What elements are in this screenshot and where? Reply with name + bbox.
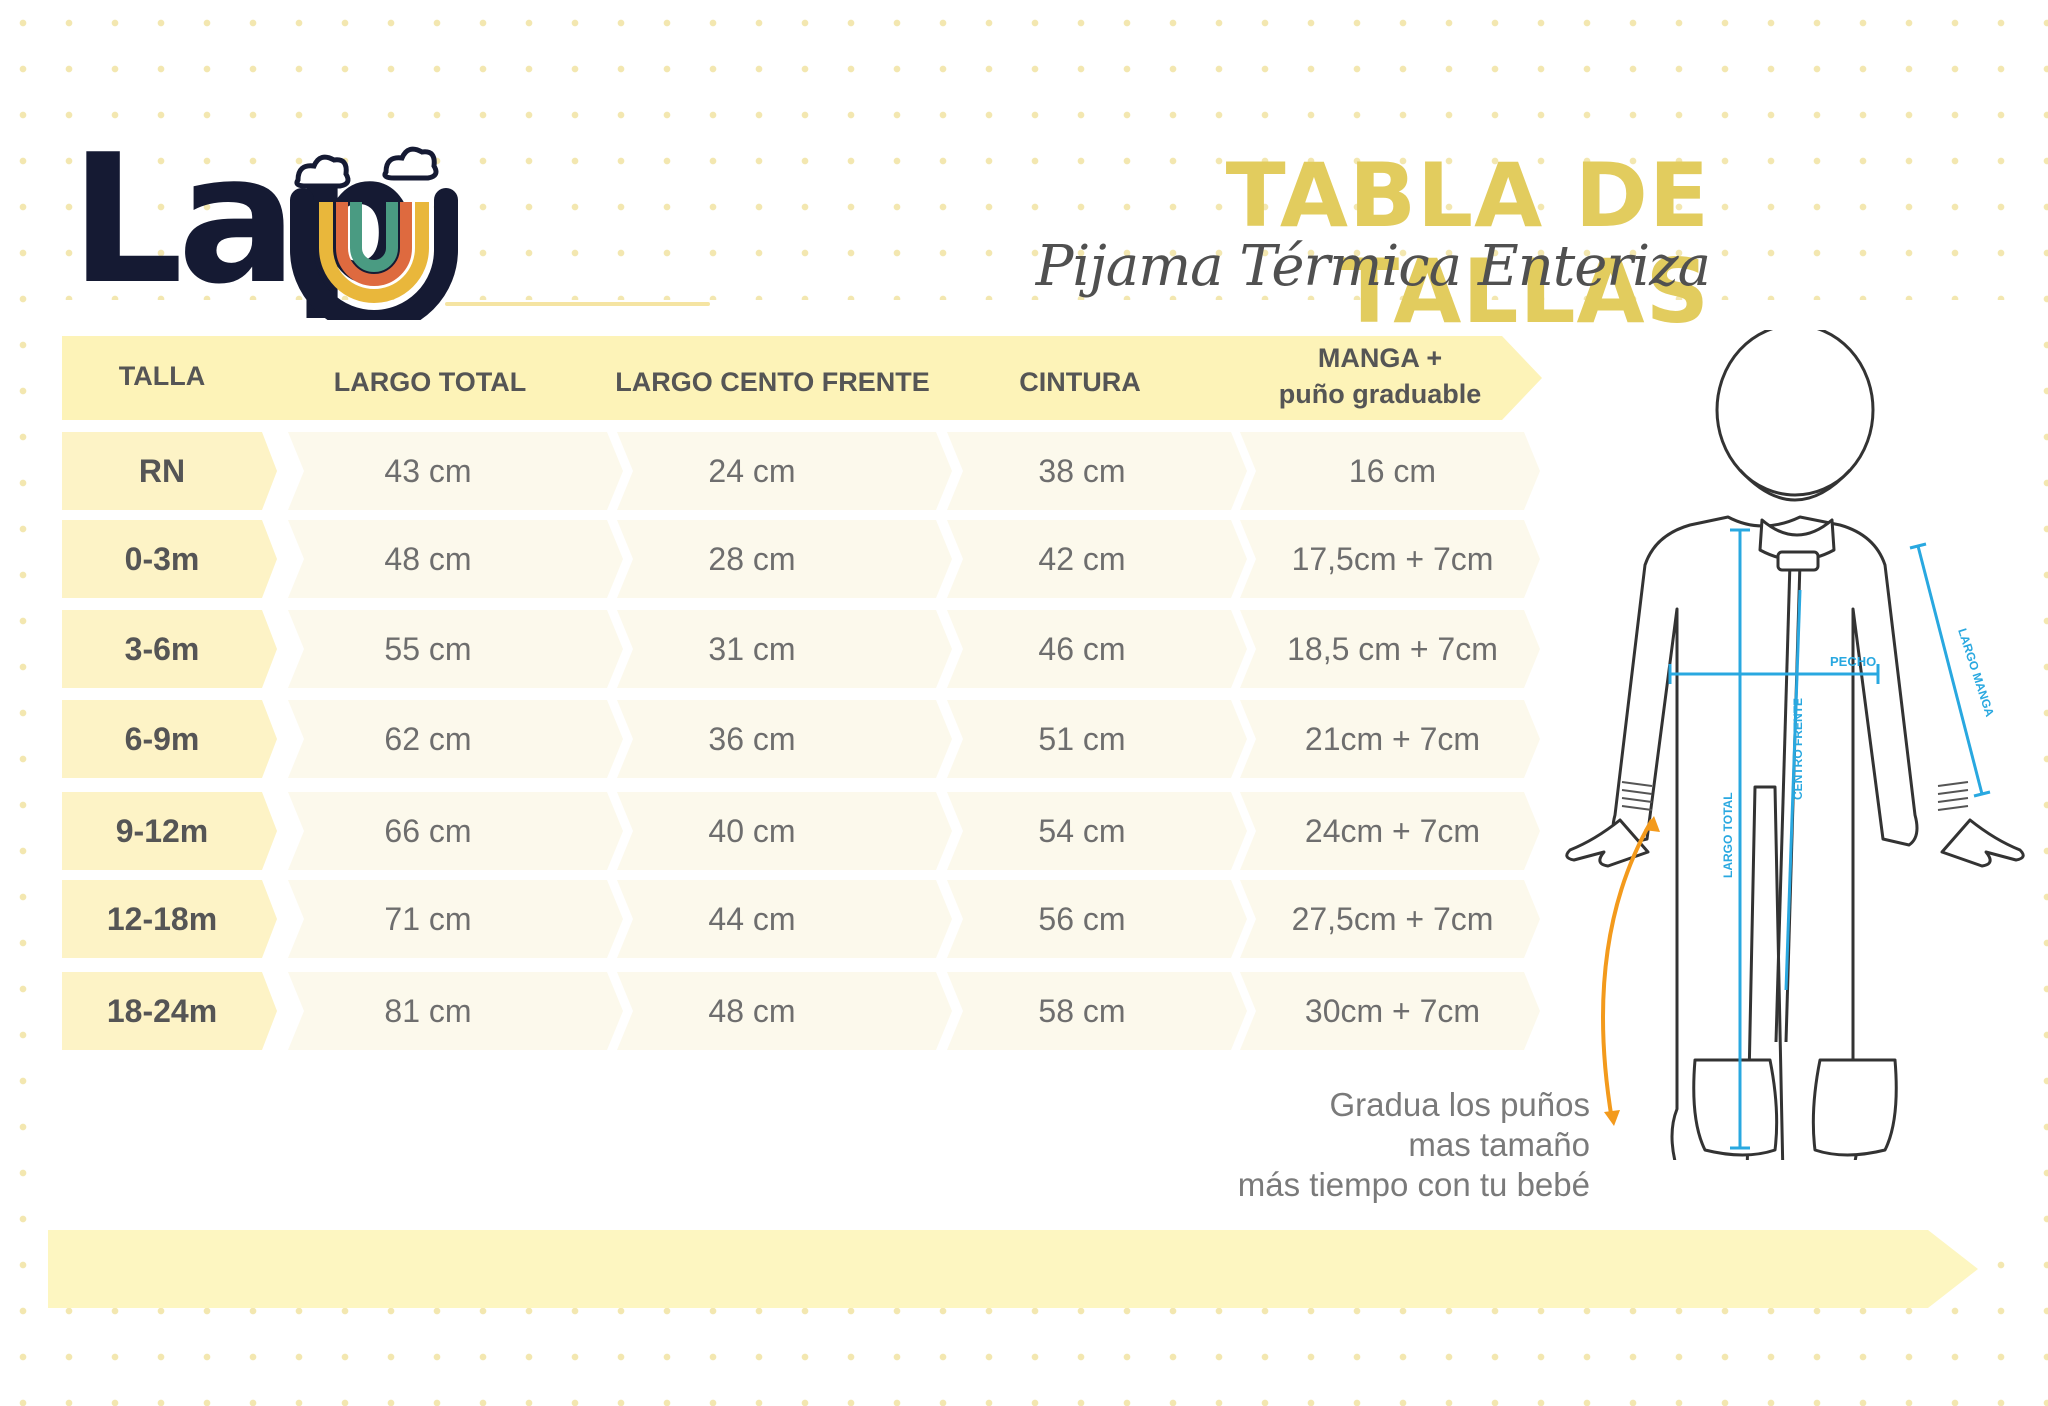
- cell-chevron: [1240, 520, 1540, 598]
- value-largo-centro: 36 cm: [708, 721, 796, 757]
- value-cintura: 54 cm: [1038, 813, 1126, 849]
- header-largo-centro: LARGO CENTO FRENTE: [615, 367, 930, 397]
- value-largo-total: 55 cm: [384, 631, 472, 667]
- cell-chevron: [288, 700, 623, 778]
- cell-chevron: [617, 700, 952, 778]
- value-largo-total: 43 cm: [384, 453, 472, 489]
- value-largo-centro: 44 cm: [708, 901, 796, 937]
- note-line3: más tiempo con tu bebé: [1237, 1166, 1590, 1203]
- logo-underline: [445, 302, 710, 306]
- cell-chevron: [617, 792, 952, 870]
- table-row: 3-6m 55 cm 31 cm 46 cm 18,5 cm + 7cm: [0, 610, 2048, 688]
- size-cell-bg: [62, 432, 277, 510]
- cuff-note: Gradua los puños mas tamaño más tiempo c…: [1050, 1085, 1590, 1205]
- centro-frente-label: CENTRO FRENTE: [1791, 698, 1805, 800]
- value-largo-centro: 31 cm: [708, 631, 796, 667]
- value-largo-total: 66 cm: [384, 813, 472, 849]
- cell-chevron: [947, 610, 1247, 688]
- cell-chevron: [617, 520, 952, 598]
- value-largo-centro: 28 cm: [708, 541, 796, 577]
- value-manga: 24cm + 7cm: [1304, 813, 1481, 849]
- value-cintura: 56 cm: [1038, 901, 1126, 937]
- value-largo-centro: 40 cm: [708, 813, 796, 849]
- cell-chevron: [947, 520, 1247, 598]
- size-cell-bg: [62, 610, 277, 688]
- value-manga: 17,5cm + 7cm: [1291, 541, 1494, 577]
- size-label: 12-18m: [106, 901, 218, 937]
- value-cintura: 42 cm: [1038, 541, 1126, 577]
- size-label: 18-24m: [106, 993, 218, 1029]
- value-cintura: 58 cm: [1038, 993, 1126, 1029]
- cell-chevron: [947, 880, 1247, 958]
- size-cell-bg: [62, 880, 277, 958]
- value-manga: 21cm + 7cm: [1304, 721, 1481, 757]
- note-line1: Gradua los puños: [1329, 1086, 1590, 1123]
- table-row: 18-24m 81 cm 48 cm 58 cm 30cm + 7cm: [0, 972, 2048, 1050]
- header-manga-line2: puño graduable: [1278, 379, 1482, 409]
- value-cintura: 38 cm: [1038, 453, 1126, 489]
- cell-chevron: [947, 700, 1247, 778]
- header-manga-line1: MANGA +: [1317, 343, 1443, 373]
- table-header-band: [62, 336, 1542, 420]
- header-manga: MANGA + puño graduable: [1230, 340, 1530, 412]
- table-row: RN 43 cm 24 cm 38 cm 16 cm: [0, 432, 2048, 510]
- cell-chevron: [288, 520, 623, 598]
- bottom-band: [48, 1230, 1978, 1308]
- cell-chevron: [1240, 880, 1540, 958]
- value-cintura: 46 cm: [1038, 631, 1126, 667]
- value-manga: 16 cm: [1348, 453, 1437, 489]
- table-row: 12-18m 71 cm 44 cm 56 cm 27,5cm + 7cm: [0, 880, 2048, 958]
- page-title: TABLA DE TALLAS: [1225, 144, 1710, 343]
- pajama-figure: PECHO LARGO MANGA CENTRO FRENTE LARGO TO…: [1565, 330, 2025, 1160]
- rainbow-logo-icon: [290, 146, 458, 320]
- cell-chevron: [617, 432, 952, 510]
- size-cell-bg: [62, 700, 277, 778]
- header-cintura: CINTURA: [1019, 367, 1141, 397]
- largo-total-label: LARGO TOTAL: [1721, 792, 1735, 878]
- size-label: 9-12m: [115, 813, 209, 849]
- cell-chevron: [947, 972, 1247, 1050]
- cell-chevron: [288, 610, 623, 688]
- size-label: 0-3m: [124, 541, 200, 577]
- value-largo-total: 48 cm: [384, 541, 472, 577]
- cell-chevron: [617, 972, 952, 1050]
- largo-manga-label: LARGO MANGA: [1955, 627, 1997, 719]
- cell-chevron: [288, 972, 623, 1050]
- table-row: 0-3m 48 cm 28 cm 42 cm 17,5cm + 7cm: [0, 520, 2048, 598]
- cell-chevron: [288, 792, 623, 870]
- pecho-label: PECHO: [1830, 654, 1876, 669]
- size-cell-bg: [62, 972, 277, 1050]
- value-largo-total: 71 cm: [384, 901, 472, 937]
- note-line2: mas tamaño: [1408, 1126, 1590, 1163]
- value-manga: 30cm + 7cm: [1304, 993, 1481, 1029]
- cell-chevron: [288, 432, 623, 510]
- cell-chevron: [947, 792, 1247, 870]
- table-row: 6-9m 62 cm 36 cm 51 cm 21cm + 7cm: [0, 700, 2048, 778]
- size-cell-bg: [62, 792, 277, 870]
- header-talla: TALLA: [118, 361, 206, 391]
- cell-chevron: [1240, 432, 1540, 510]
- value-manga: 18,5 cm + 7cm: [1287, 631, 1498, 667]
- size-label: 3-6m: [124, 631, 200, 667]
- cell-chevron: [947, 432, 1247, 510]
- value-manga: 27,5cm + 7cm: [1291, 901, 1494, 937]
- value-largo-total: 62 cm: [384, 721, 472, 757]
- cell-chevron: [1240, 792, 1540, 870]
- header-largo-total: LARGO TOTAL: [333, 367, 527, 397]
- size-label: RN: [138, 453, 186, 489]
- value-largo-centro: 48 cm: [708, 993, 796, 1029]
- cell-chevron: [1240, 610, 1540, 688]
- cell-chevron: [617, 610, 952, 688]
- size-label: 6-9m: [124, 721, 200, 757]
- value-largo-total: 81 cm: [384, 993, 472, 1029]
- value-cintura: 51 cm: [1038, 721, 1126, 757]
- size-cell-bg: [62, 520, 277, 598]
- value-largo-centro: 24 cm: [708, 453, 796, 489]
- cell-chevron: [1240, 972, 1540, 1050]
- cell-chevron: [288, 880, 623, 958]
- page-subtitle: Pijama Térmica Enteriza: [1035, 234, 1711, 299]
- cell-chevron: [617, 880, 952, 958]
- cell-chevron: [1240, 700, 1540, 778]
- table-row: 9-12m 66 cm 40 cm 54 cm 24cm + 7cm: [0, 792, 2048, 870]
